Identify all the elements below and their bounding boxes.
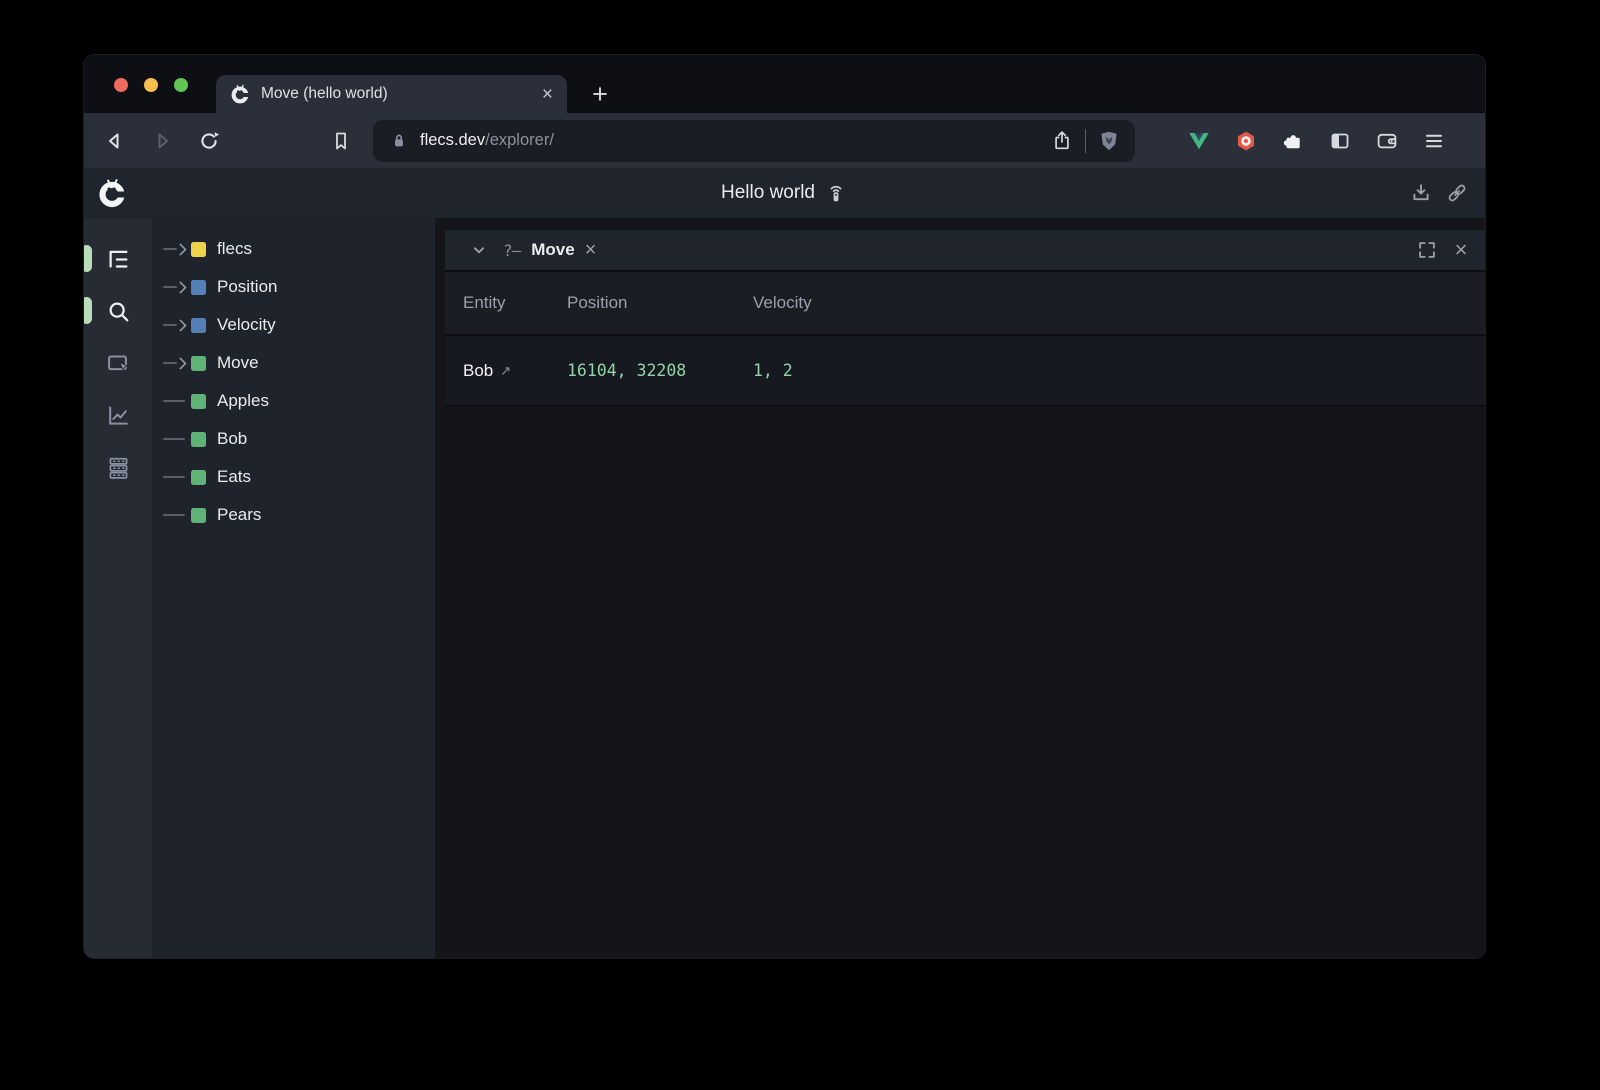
table-header-row: Entity Position Velocity [445, 270, 1485, 334]
entity-link-arrow-icon[interactable]: ↗ [500, 362, 512, 378]
window-close-button[interactable] [114, 78, 128, 92]
chart-icon[interactable] [103, 400, 133, 430]
data-rows-icon[interactable] [103, 452, 133, 482]
tab-close-icon[interactable]: × [541, 83, 553, 105]
tree-item-apples[interactable]: Apples [152, 382, 435, 420]
entity-color-square [191, 431, 206, 447]
entity-color-square [191, 355, 206, 371]
tab-title: Move (hello world) [261, 85, 388, 102]
entity-color-square [191, 507, 206, 523]
inspector-icon[interactable] [103, 348, 133, 378]
entity-color-square [191, 317, 206, 333]
tree-connector [163, 476, 191, 478]
tree-connector [163, 514, 191, 516]
query-icon: ?– [503, 240, 521, 260]
extensions-puzzle-icon[interactable] [1281, 129, 1305, 153]
query-close-icon[interactable]: × [584, 239, 597, 261]
entity-color-square [191, 241, 206, 257]
search-icon[interactable] [103, 296, 133, 326]
tree-item-eats[interactable]: Eats [152, 458, 435, 496]
expand-arrow-icon[interactable] [163, 356, 191, 370]
query-panel-header: ?– Move × × [445, 230, 1485, 270]
address-bar[interactable]: flecs.dev/explorer/ [373, 119, 1135, 162]
reload-icon[interactable] [197, 129, 221, 153]
tree-item-pears[interactable]: Pears [152, 496, 435, 534]
tree-connector [163, 400, 191, 402]
url-text: flecs.dev/explorer/ [420, 131, 1050, 150]
explorer-content: flecs Position Velocity Move Apples [84, 218, 1485, 958]
table-row[interactable]: Bob ↗ 16104, 32208 1, 2 [445, 334, 1485, 407]
expand-arrow-icon[interactable] [163, 242, 191, 256]
entity-name[interactable]: Bob [463, 360, 494, 380]
url-path: /explorer/ [485, 131, 554, 149]
header-actions [1409, 181, 1469, 205]
sidebar-toggle-icon[interactable] [1328, 129, 1352, 153]
column-header-entity: Entity [463, 293, 506, 312]
main-panel: ?– Move × × Entity Position Velocity [445, 218, 1485, 958]
tree-item-move[interactable]: Move [152, 344, 435, 382]
tree-item-velocity[interactable]: Velocity [152, 306, 435, 344]
hexagon-extension-icon[interactable] [1234, 129, 1258, 153]
wallet-icon[interactable] [1375, 129, 1399, 153]
new-tab-button[interactable]: + [592, 78, 608, 109]
tree-item-bob[interactable]: Bob [152, 420, 435, 458]
browser-toolbar: flecs.dev/explorer/ [84, 113, 1485, 168]
url-host: flecs.dev [420, 131, 486, 149]
tab-bar: Move (hello world) × + [84, 55, 1485, 113]
bookmark-icon[interactable] [329, 129, 353, 153]
browser-tab[interactable]: Move (hello world) × [216, 75, 567, 113]
query-title: Move [531, 240, 575, 259]
icon-rail [84, 218, 152, 958]
tree-item-position[interactable]: Position [152, 268, 435, 306]
flecs-logo-icon [99, 179, 127, 208]
column-header-velocity: Velocity [753, 293, 812, 312]
entity-color-square [191, 393, 206, 409]
collapse-chevron-down-icon[interactable] [467, 238, 491, 262]
tree-item-flecs[interactable]: flecs [152, 230, 435, 268]
expand-arrow-icon[interactable] [163, 280, 191, 294]
active-indicator-pill [84, 297, 92, 324]
column-header-position: Position [567, 293, 628, 312]
entity-color-square [191, 469, 206, 485]
velocity-value: 1, 2 [753, 361, 793, 380]
browser-window: Move (hello world) × + flecs.dev/explore… [84, 55, 1485, 958]
address-bar-separator [1085, 128, 1086, 153]
page-title: Hello world [721, 182, 815, 203]
vue-devtools-icon[interactable] [1187, 129, 1211, 153]
world-title: Hello world [721, 181, 848, 205]
query-panel: ?– Move × × Entity Position Velocity [445, 230, 1485, 407]
entity-cell[interactable]: Bob ↗ [463, 361, 567, 381]
entity-tree-icon[interactable] [103, 244, 133, 274]
tree-connector [163, 438, 191, 440]
entity-tree-panel: flecs Position Velocity Move Apples [152, 218, 445, 958]
lock-icon [395, 134, 403, 146]
share-icon[interactable] [1050, 129, 1074, 153]
position-value: 16104, 32208 [567, 361, 687, 380]
active-indicator-pill [84, 245, 92, 272]
window-zoom-button[interactable] [174, 78, 188, 92]
back-icon[interactable] [103, 129, 127, 153]
remote-connection-icon[interactable] [824, 181, 848, 205]
download-icon[interactable] [1409, 181, 1433, 205]
brave-shield-icon[interactable] [1097, 129, 1121, 153]
app-header: Hello world [84, 168, 1485, 218]
fullscreen-icon[interactable] [1415, 238, 1439, 262]
entity-color-square [191, 279, 206, 295]
flecs-favicon-icon [231, 84, 250, 104]
link-icon[interactable] [1445, 181, 1469, 205]
forward-icon[interactable] [150, 129, 174, 153]
panel-close-icon[interactable]: × [1454, 237, 1468, 262]
menu-icon[interactable] [1422, 129, 1446, 153]
expand-arrow-icon[interactable] [163, 318, 191, 332]
window-minimize-button[interactable] [144, 78, 158, 92]
